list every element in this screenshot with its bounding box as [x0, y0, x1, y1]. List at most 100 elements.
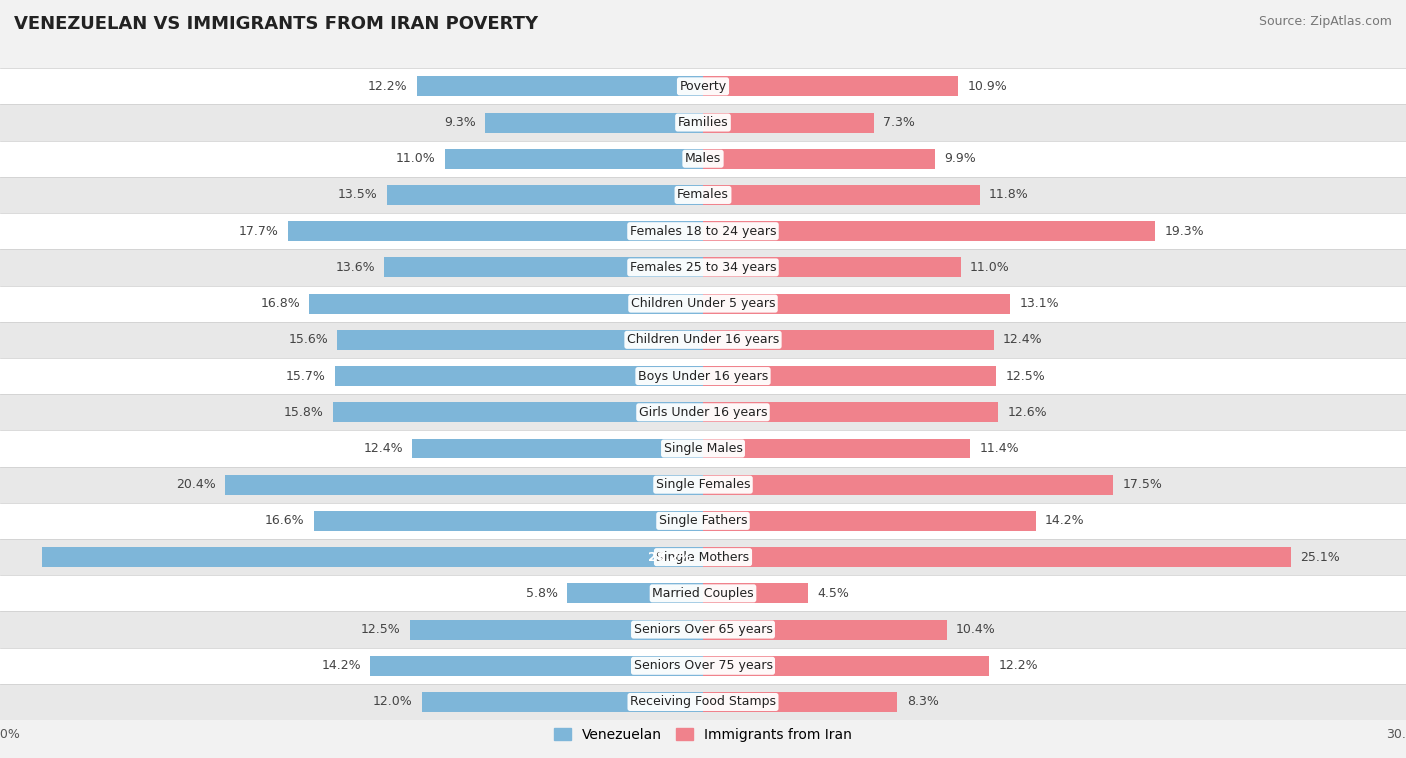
Text: 12.0%: 12.0%	[373, 696, 412, 709]
Bar	[0, 286, 1406, 321]
Bar	[0, 684, 1406, 720]
Text: Girls Under 16 years: Girls Under 16 years	[638, 406, 768, 418]
Text: 9.3%: 9.3%	[444, 116, 475, 129]
Text: 5.8%: 5.8%	[526, 587, 558, 600]
Text: 11.4%: 11.4%	[980, 442, 1019, 455]
Bar	[703, 511, 1036, 531]
Text: Females 18 to 24 years: Females 18 to 24 years	[630, 224, 776, 238]
Bar	[225, 475, 703, 495]
Text: 15.7%: 15.7%	[285, 370, 326, 383]
Text: Single Mothers: Single Mothers	[657, 550, 749, 564]
Text: 20.4%: 20.4%	[176, 478, 215, 491]
Text: 13.6%: 13.6%	[335, 261, 375, 274]
Bar	[703, 258, 960, 277]
Bar	[418, 77, 703, 96]
Bar	[703, 149, 935, 169]
Text: Children Under 16 years: Children Under 16 years	[627, 334, 779, 346]
Bar	[0, 431, 1406, 467]
Bar	[0, 141, 1406, 177]
Text: 10.4%: 10.4%	[956, 623, 995, 636]
Bar	[703, 113, 875, 133]
Text: Single Females: Single Females	[655, 478, 751, 491]
Text: Families: Families	[678, 116, 728, 129]
Text: 19.3%: 19.3%	[1164, 224, 1205, 238]
Bar	[411, 619, 703, 640]
Text: 13.5%: 13.5%	[337, 189, 377, 202]
Text: Source: ZipAtlas.com: Source: ZipAtlas.com	[1258, 15, 1392, 28]
Text: Single Males: Single Males	[664, 442, 742, 455]
Bar	[288, 221, 703, 241]
Bar	[703, 185, 980, 205]
Bar	[703, 293, 1010, 314]
Bar	[0, 575, 1406, 612]
Text: 16.6%: 16.6%	[264, 515, 305, 528]
Text: 12.2%: 12.2%	[368, 80, 408, 92]
Text: 10.9%: 10.9%	[967, 80, 1008, 92]
Text: 7.3%: 7.3%	[883, 116, 915, 129]
Bar	[0, 358, 1406, 394]
Bar	[703, 366, 995, 386]
Text: 4.5%: 4.5%	[818, 587, 849, 600]
Text: Single Fathers: Single Fathers	[659, 515, 747, 528]
Bar	[0, 539, 1406, 575]
Text: 8.3%: 8.3%	[907, 696, 939, 709]
Bar	[703, 402, 998, 422]
Text: 11.0%: 11.0%	[970, 261, 1010, 274]
Text: 12.6%: 12.6%	[1008, 406, 1047, 418]
Text: 25.1%: 25.1%	[1301, 550, 1340, 564]
Bar	[0, 394, 1406, 431]
Text: Females: Females	[678, 189, 728, 202]
Bar	[0, 647, 1406, 684]
Text: 17.7%: 17.7%	[239, 224, 278, 238]
Bar	[387, 185, 703, 205]
Bar	[0, 467, 1406, 503]
Text: 13.1%: 13.1%	[1019, 297, 1059, 310]
Bar	[0, 105, 1406, 141]
Bar	[335, 366, 703, 386]
Bar	[337, 330, 703, 349]
Text: Males: Males	[685, 152, 721, 165]
Bar	[703, 330, 994, 349]
Bar	[333, 402, 703, 422]
Text: 14.2%: 14.2%	[1045, 515, 1085, 528]
Bar	[384, 258, 703, 277]
Bar	[703, 475, 1114, 495]
Text: 17.5%: 17.5%	[1122, 478, 1163, 491]
Bar	[0, 503, 1406, 539]
Bar	[703, 619, 946, 640]
Text: 12.4%: 12.4%	[1002, 334, 1043, 346]
Bar	[703, 439, 970, 459]
Text: 12.5%: 12.5%	[361, 623, 401, 636]
Bar	[703, 77, 959, 96]
Text: 12.4%: 12.4%	[363, 442, 404, 455]
Text: Receiving Food Stamps: Receiving Food Stamps	[630, 696, 776, 709]
Text: 12.2%: 12.2%	[998, 659, 1038, 672]
Text: Seniors Over 65 years: Seniors Over 65 years	[634, 623, 772, 636]
Bar	[42, 547, 703, 567]
Bar	[422, 692, 703, 712]
Text: Children Under 5 years: Children Under 5 years	[631, 297, 775, 310]
Bar	[370, 656, 703, 675]
Bar	[703, 547, 1291, 567]
Legend: Venezuelan, Immigrants from Iran: Venezuelan, Immigrants from Iran	[548, 722, 858, 747]
Bar	[446, 149, 703, 169]
Bar	[0, 68, 1406, 105]
Text: VENEZUELAN VS IMMIGRANTS FROM IRAN POVERTY: VENEZUELAN VS IMMIGRANTS FROM IRAN POVER…	[14, 15, 538, 33]
Bar	[703, 584, 808, 603]
Text: 11.8%: 11.8%	[988, 189, 1029, 202]
Bar	[0, 612, 1406, 647]
Bar	[0, 177, 1406, 213]
Text: Seniors Over 75 years: Seniors Over 75 years	[634, 659, 772, 672]
Text: 15.8%: 15.8%	[284, 406, 323, 418]
Text: Married Couples: Married Couples	[652, 587, 754, 600]
Bar	[0, 213, 1406, 249]
Bar	[703, 656, 988, 675]
Text: 28.2%: 28.2%	[648, 550, 692, 564]
Text: 11.0%: 11.0%	[396, 152, 436, 165]
Text: 14.2%: 14.2%	[321, 659, 361, 672]
Bar	[485, 113, 703, 133]
Text: Poverty: Poverty	[679, 80, 727, 92]
Bar	[0, 321, 1406, 358]
Text: 9.9%: 9.9%	[945, 152, 976, 165]
Bar	[567, 584, 703, 603]
